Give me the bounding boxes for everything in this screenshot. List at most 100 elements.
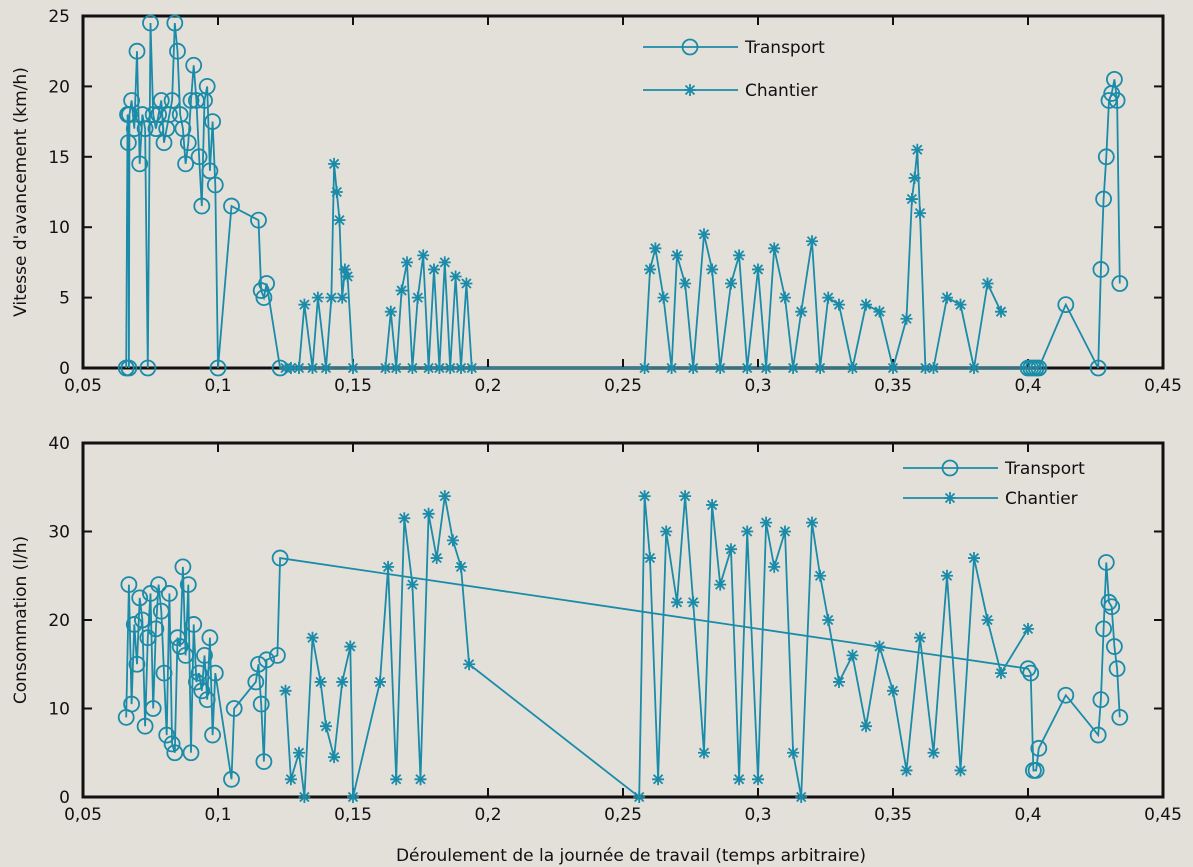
x-tick-label: 0,05 [64, 805, 102, 825]
y-tick-label: 10 [48, 218, 70, 238]
data-point [328, 751, 341, 764]
data-point [147, 620, 165, 638]
data-point [223, 770, 240, 788]
data-point [741, 525, 754, 538]
data-point [271, 549, 289, 567]
x-axis-label: Déroulement de la journée de travail (te… [396, 846, 866, 866]
y-tick-label: 40 [48, 434, 70, 454]
data-point [119, 134, 137, 152]
data-point [927, 362, 940, 374]
data-point [298, 298, 311, 311]
data-point [174, 558, 192, 576]
data-point [347, 791, 359, 803]
x-tick-label: 0,45 [1144, 376, 1182, 396]
data-point [179, 134, 197, 152]
data-point [714, 578, 727, 591]
data-point [679, 490, 692, 503]
data-point [338, 263, 351, 276]
y-tick-label: 20 [48, 77, 70, 97]
data-point [687, 596, 700, 609]
data-point [660, 525, 673, 538]
data-point [204, 726, 222, 744]
data-point [258, 275, 276, 292]
data-point [795, 305, 808, 318]
data-point [1108, 660, 1126, 678]
data-point [247, 673, 265, 691]
data-point [644, 263, 656, 276]
legend-entry-transport: Transport [643, 38, 825, 58]
data-point [444, 362, 457, 374]
data-point [995, 667, 1007, 680]
data-point [255, 753, 273, 770]
data-point [182, 744, 200, 762]
data-point [887, 362, 899, 374]
series-line [285, 149, 1002, 369]
data-point [752, 773, 764, 786]
data-point [914, 631, 926, 644]
data-point [644, 552, 656, 565]
data-point [1022, 664, 1040, 682]
data-point [446, 534, 459, 547]
data-point [1057, 686, 1075, 704]
data-point [779, 291, 791, 304]
data-point [657, 291, 670, 304]
data-point [908, 171, 921, 184]
data-point [320, 362, 332, 374]
legend-label: Transport [744, 38, 825, 58]
data-point [968, 362, 980, 374]
legend-marker [684, 84, 696, 96]
data-point [123, 92, 141, 109]
y-tick-label: 25 [48, 7, 70, 27]
data-point [1089, 726, 1107, 744]
data-point [120, 576, 138, 593]
data-point [1030, 359, 1048, 377]
data-point [1100, 92, 1118, 109]
data-point [187, 673, 205, 691]
data-point [760, 362, 773, 374]
data-point [779, 525, 791, 538]
data-point [306, 631, 319, 644]
data-point [1111, 275, 1129, 292]
data-point [166, 14, 184, 32]
data-point [136, 717, 154, 735]
data-point [919, 362, 932, 374]
data-point [193, 682, 211, 700]
y-axis-label: Consommation (l/h) [11, 536, 31, 704]
data-point [204, 113, 222, 130]
data-point [787, 362, 800, 374]
data-point [795, 791, 808, 803]
data-point [406, 578, 419, 591]
data-point [185, 616, 203, 633]
data-point [954, 764, 967, 777]
x-tick-label: 0,35 [874, 805, 912, 825]
data-point [822, 614, 835, 626]
data-point [125, 616, 143, 633]
data-point [250, 655, 267, 673]
data-point [336, 291, 349, 304]
data-point [741, 362, 754, 374]
data-point [177, 155, 195, 173]
legend-entry-chantier: Chantier [903, 489, 1078, 509]
x-tick-label: 0,45 [1144, 805, 1182, 825]
data-point [398, 512, 411, 525]
data-point [417, 249, 430, 262]
data-point [900, 312, 913, 325]
data-point [768, 242, 781, 255]
data-point [142, 14, 159, 32]
legend-marker [941, 459, 959, 477]
data-point [150, 576, 168, 593]
data-point [166, 744, 184, 762]
data-point [860, 298, 872, 311]
data-point [455, 362, 467, 374]
data-point [833, 675, 845, 688]
y-tick-label: 5 [59, 289, 70, 309]
data-point [1027, 762, 1045, 779]
data-point [163, 92, 181, 109]
y-tick-label: 15 [48, 148, 70, 168]
data-point [941, 291, 953, 304]
data-point [698, 228, 710, 241]
data-point [679, 277, 692, 290]
data-point [638, 490, 651, 503]
data-point [671, 596, 683, 609]
data-point [336, 675, 349, 688]
